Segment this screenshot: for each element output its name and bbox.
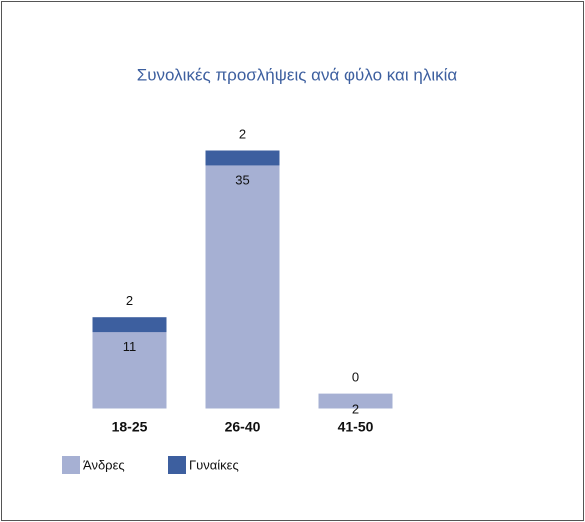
data-label: 35 xyxy=(235,172,249,187)
bar-segment xyxy=(205,150,280,166)
x-tick-label: 26-40 xyxy=(225,419,261,435)
legend-label: Άνδρες xyxy=(83,457,125,472)
legend-swatch xyxy=(62,456,80,474)
legend-swatch xyxy=(168,456,186,474)
bar-segment xyxy=(205,164,280,409)
data-label: 2 xyxy=(239,126,246,141)
data-label: 2 xyxy=(126,293,133,308)
x-tick-label: 18-25 xyxy=(112,419,148,435)
data-label: 11 xyxy=(123,339,137,354)
x-tick-label: 41-50 xyxy=(338,419,374,435)
data-label: 2 xyxy=(352,402,359,417)
bar-segment xyxy=(92,331,167,409)
data-label: 0 xyxy=(352,370,359,385)
legend-label: Γυναίκες xyxy=(189,457,239,472)
bar-segment xyxy=(318,393,393,409)
chart-title: Συνολικές προσλήψεις ανά φύλο και ηλικία xyxy=(137,65,458,84)
bar-segment xyxy=(92,317,167,333)
